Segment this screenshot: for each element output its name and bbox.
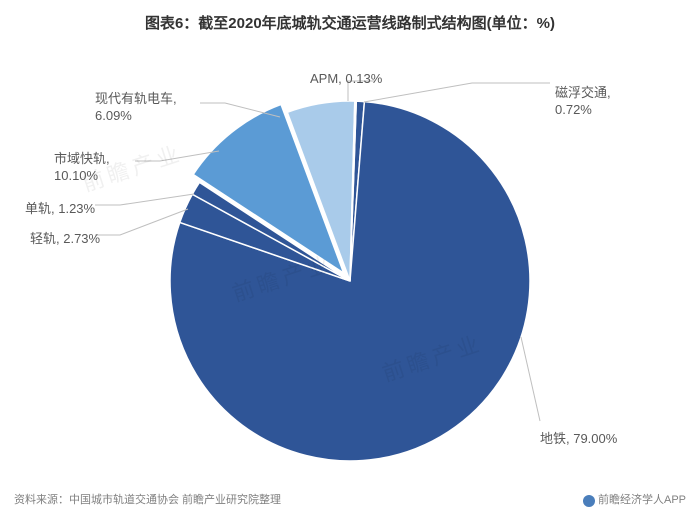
slice-label-磁浮交通: 磁浮交通,0.72% bbox=[555, 85, 611, 119]
chart-footer: 资料来源：中国城市轨道交通协会 前瞻产业研究院整理 前瞻经济学人APP bbox=[0, 491, 700, 507]
leader-line bbox=[521, 337, 540, 421]
leader-line bbox=[95, 209, 188, 235]
slice-label-单轨: 单轨, 1.23% bbox=[25, 201, 95, 218]
brand-line: 前瞻经济学人APP bbox=[583, 491, 686, 507]
chart-title: 图表6：截至2020年底城轨交通运营线路制式结构图(单位：%) bbox=[0, 0, 700, 41]
brand-icon bbox=[583, 495, 595, 507]
slice-label-现代有轨电车: 现代有轨电车,6.09% bbox=[95, 91, 177, 125]
leader-line bbox=[364, 83, 550, 102]
slice-label-轻轨: 轻轨, 2.73% bbox=[30, 231, 100, 248]
slice-label-APM: APM, 0.13% bbox=[310, 71, 382, 88]
leader-line bbox=[95, 194, 194, 205]
slice-label-地铁: 地铁, 79.00% bbox=[540, 431, 617, 448]
slice-label-市域快轨: 市域快轨,10.10% bbox=[54, 151, 110, 185]
pie-chart: 前瞻产业 前瞻产业 前瞻产业 磁浮交通,0.72%地铁, 79.00%轻轨, 2… bbox=[0, 41, 700, 471]
source-line: 资料来源：中国城市轨道交通协会 前瞻产业研究院整理 bbox=[14, 491, 281, 507]
